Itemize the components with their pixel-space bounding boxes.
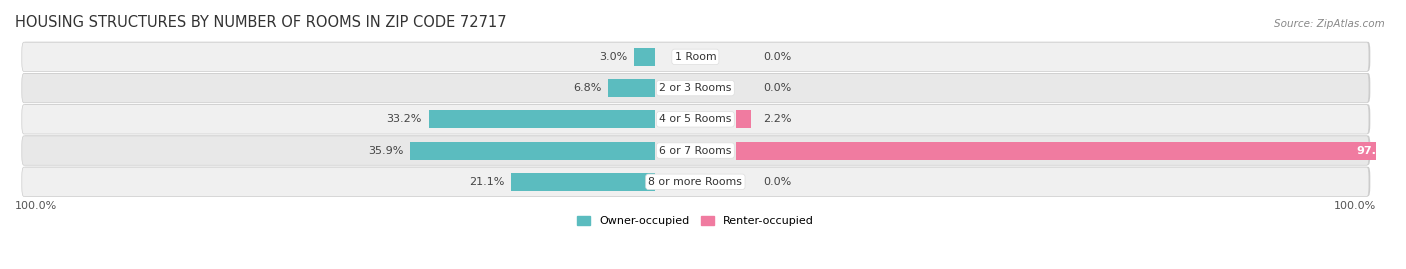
Bar xyxy=(510,173,655,191)
FancyBboxPatch shape xyxy=(22,167,1369,196)
Text: 1 Room: 1 Room xyxy=(675,52,716,62)
FancyBboxPatch shape xyxy=(22,104,1371,134)
Legend: Owner-occupied, Renter-occupied: Owner-occupied, Renter-occupied xyxy=(572,211,818,231)
FancyBboxPatch shape xyxy=(22,42,1371,71)
FancyBboxPatch shape xyxy=(22,73,1369,103)
FancyBboxPatch shape xyxy=(22,73,1371,102)
Text: 35.9%: 35.9% xyxy=(368,146,404,155)
Text: Source: ZipAtlas.com: Source: ZipAtlas.com xyxy=(1274,19,1385,29)
Text: 0.0%: 0.0% xyxy=(763,177,792,187)
FancyBboxPatch shape xyxy=(22,136,1369,165)
Text: 97.8%: 97.8% xyxy=(1355,146,1395,155)
Text: 2 or 3 Rooms: 2 or 3 Rooms xyxy=(659,83,731,93)
Bar xyxy=(609,79,655,97)
Bar xyxy=(634,48,655,66)
Text: 100.0%: 100.0% xyxy=(1333,201,1375,211)
Text: 6.8%: 6.8% xyxy=(574,83,602,93)
Text: 4 or 5 Rooms: 4 or 5 Rooms xyxy=(659,114,731,124)
Text: 0.0%: 0.0% xyxy=(763,83,792,93)
FancyBboxPatch shape xyxy=(22,136,1371,165)
Text: 21.1%: 21.1% xyxy=(468,177,505,187)
Text: 3.0%: 3.0% xyxy=(599,52,627,62)
Bar xyxy=(737,141,1402,160)
FancyBboxPatch shape xyxy=(22,105,1369,134)
Bar xyxy=(737,110,751,128)
FancyBboxPatch shape xyxy=(22,167,1371,196)
Text: 0.0%: 0.0% xyxy=(763,52,792,62)
Text: 2.2%: 2.2% xyxy=(763,114,792,124)
Text: 33.2%: 33.2% xyxy=(387,114,422,124)
Text: HOUSING STRUCTURES BY NUMBER OF ROOMS IN ZIP CODE 72717: HOUSING STRUCTURES BY NUMBER OF ROOMS IN… xyxy=(15,15,506,30)
Text: 8 or more Rooms: 8 or more Rooms xyxy=(648,177,742,187)
FancyBboxPatch shape xyxy=(22,42,1369,72)
Text: 100.0%: 100.0% xyxy=(15,201,58,211)
Bar xyxy=(429,110,655,128)
Bar xyxy=(411,141,655,160)
Text: 6 or 7 Rooms: 6 or 7 Rooms xyxy=(659,146,731,155)
